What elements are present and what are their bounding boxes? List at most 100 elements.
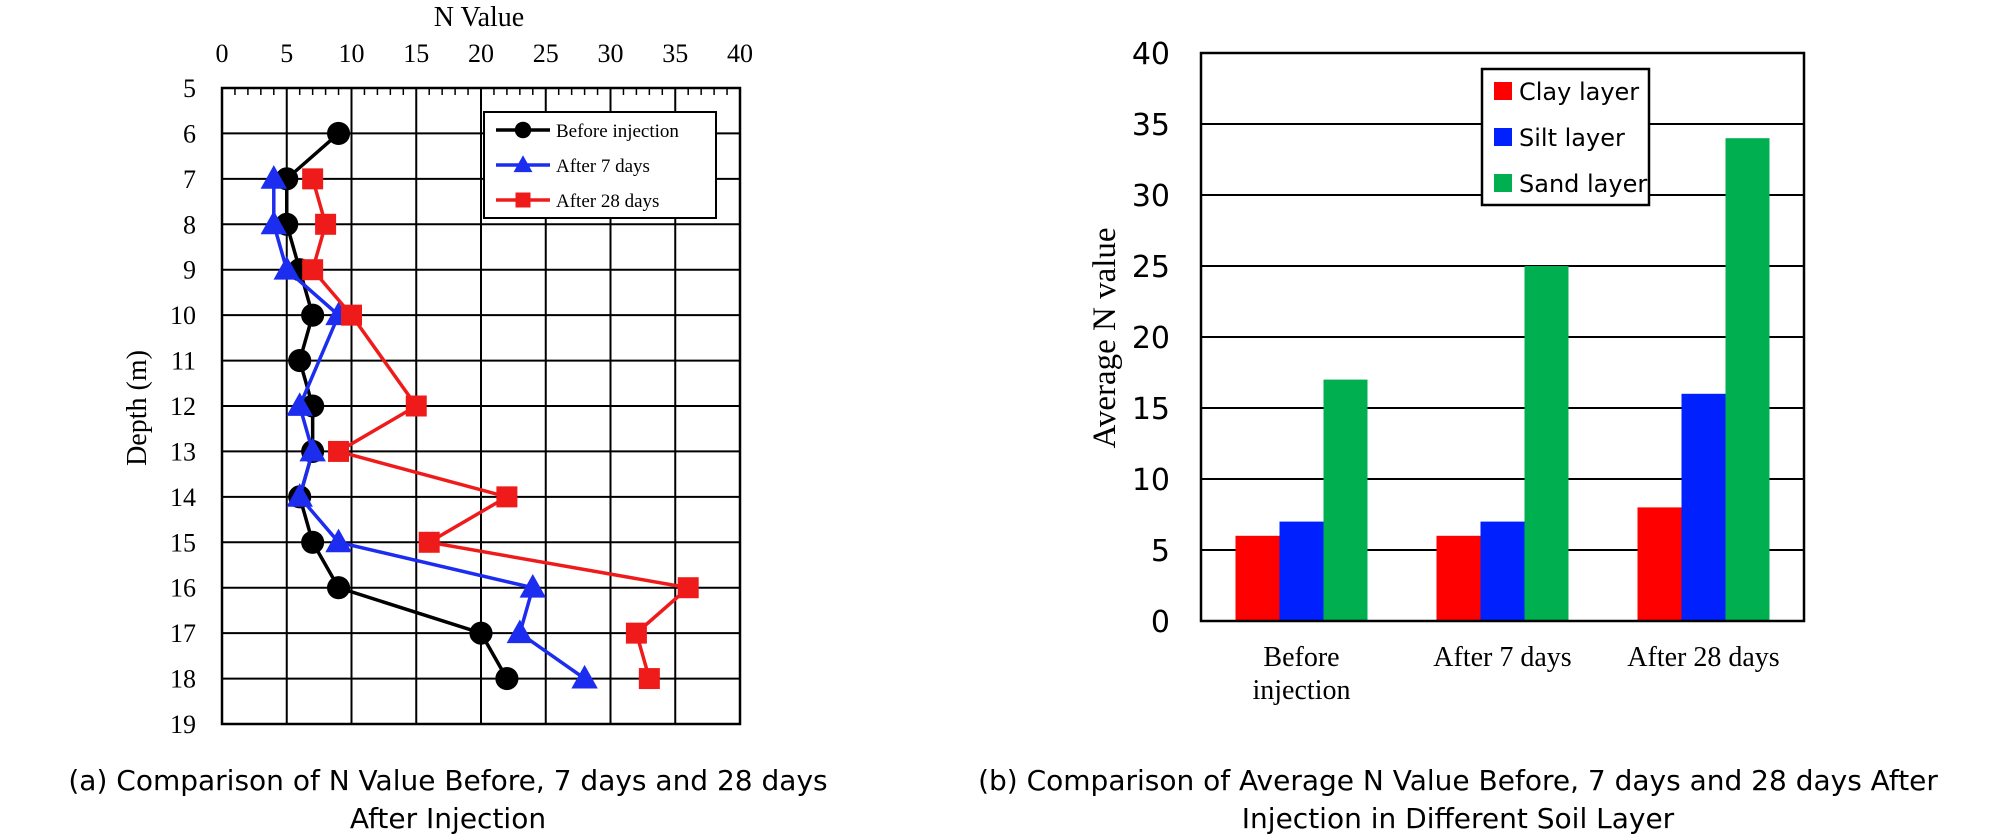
chart-a-x-tick-label: 40 — [727, 39, 753, 68]
chart-b-caption-line: (b) Comparison of Average N Value Before… — [978, 764, 1938, 797]
chart-a-y-tick-label: 16 — [170, 574, 196, 603]
chart-a-point — [286, 392, 313, 416]
chart-a-x-tick-label: 35 — [662, 39, 688, 68]
chart-a-point — [625, 622, 647, 644]
chart-b-bar — [1524, 266, 1569, 621]
chart-a-point — [302, 259, 324, 281]
chart-b-legend-swatch — [1494, 82, 1512, 100]
chart-a-point — [327, 121, 351, 145]
chart-a-series — [260, 121, 699, 691]
chart-b-bar — [1480, 521, 1525, 621]
chart-b-y-axis-label: Average N value — [1087, 227, 1123, 448]
chart-a-point — [515, 192, 531, 208]
chart-a-point — [315, 213, 337, 235]
chart-a-x-tick-labels: 0 5 10 15 20 25 30 35 40 — [216, 39, 754, 68]
chart-a-series-after-28-days — [302, 168, 699, 690]
chart-b-legend-label: Silt layer — [1519, 124, 1625, 152]
chart-a-point — [418, 531, 440, 553]
chart-a-point — [677, 577, 699, 599]
chart-a-point — [273, 256, 300, 280]
chart-b-legend-swatch — [1494, 174, 1512, 192]
chart-a-point — [469, 621, 493, 645]
chart-a-point — [405, 395, 427, 417]
chart-a-y-tick-labels: 5 6 7 8 9 10 11 12 13 14 15 16 17 18 19 — [170, 74, 196, 739]
chart-a-series-line — [272, 178, 586, 681]
chart-a-point — [325, 528, 352, 553]
chart-b-bar — [1323, 379, 1368, 621]
chart-a-legend-label: Before injection — [556, 121, 679, 142]
chart-a-y-tick-label: 7 — [183, 165, 196, 194]
chart-a-y-tick-label: 18 — [170, 665, 196, 694]
chart-a-legend-label: After 7 days — [556, 156, 650, 177]
chart-b-series-silt-layer — [1279, 393, 1726, 621]
chart-a-y-tick-label: 9 — [183, 256, 196, 285]
chart-a-y-tick-label: 8 — [183, 210, 196, 239]
chart-a-x-tick-label: 30 — [598, 39, 624, 68]
chart-a-point — [288, 349, 312, 373]
chart-b-legend-label: Sand layer — [1519, 170, 1647, 198]
chart-b-legend-swatch — [1494, 128, 1512, 146]
chart-b-legend: Clay layer Silt layer Sand layer — [1480, 67, 1651, 207]
chart-b-y-tick-label: 40 — [1132, 37, 1170, 72]
chart-a-x-tick-label: 20 — [468, 39, 494, 68]
chart-a-y-tick-label: 13 — [170, 437, 196, 466]
chart-a-series-after-7-days — [260, 165, 598, 689]
chart-b-category-label: injection — [1253, 675, 1351, 706]
chart-b-y-tick-label: 20 — [1132, 321, 1170, 356]
chart-b-category-label: After 7 days — [1433, 642, 1571, 673]
chart-b-bars — [1235, 138, 1770, 621]
chart-a-caption-line: After Injection — [350, 802, 546, 835]
chart-a-x-axis-label: N Value — [434, 2, 524, 33]
chart-a-point — [506, 619, 534, 644]
chart-a-y-tick-label: 11 — [171, 347, 196, 376]
chart-b-y-tick-label: 0 — [1151, 605, 1170, 640]
chart-b-y-tick-labels: 0 5 10 15 20 25 30 35 40 — [1132, 37, 1170, 640]
chart-b-bar — [1436, 535, 1481, 621]
chart-a-x-tick-label: 5 — [280, 39, 293, 68]
chart-b-caption-line: Injection in Different Soil Layer — [1242, 802, 1675, 835]
chart-b-legend-label: Clay layer — [1519, 78, 1639, 106]
chart-a-point — [519, 574, 547, 598]
chart-a-point — [341, 304, 362, 326]
chart-a-point — [286, 483, 313, 507]
chart-b-bar — [1637, 507, 1682, 621]
chart-a-point — [302, 168, 324, 190]
chart-b-category-label: Before — [1263, 642, 1339, 673]
chart-b-category-label: After 28 days — [1627, 642, 1779, 673]
chart-a-point — [260, 165, 288, 189]
chart-a-point — [513, 155, 533, 173]
chart-b-y-tick-label: 10 — [1132, 463, 1170, 498]
chart-b-series-clay-layer — [1235, 507, 1682, 621]
chart-a-point — [514, 121, 532, 139]
chart-a-point — [301, 303, 325, 327]
chart-a-x-tick-label: 15 — [403, 39, 429, 68]
chart-b-bar — [1279, 521, 1324, 621]
chart-a-series-line — [310, 178, 693, 680]
chart-a-x-tick-label: 0 — [216, 39, 229, 68]
chart-a-point — [571, 664, 598, 689]
chart-a-y-tick-label: 12 — [170, 392, 196, 421]
chart-a-legend-label: After 28 days — [556, 191, 659, 212]
chart-b-plot-frame — [1199, 51, 1806, 623]
chart-a-y-tick-label: 17 — [170, 619, 196, 648]
chart-b-y-tick-label: 30 — [1132, 179, 1170, 214]
chart-b-bar — [1235, 535, 1280, 621]
chart-a-x-tick-label: 25 — [533, 39, 559, 68]
chart-a-point — [328, 440, 350, 462]
chart-b-y-tick-label: 25 — [1132, 250, 1170, 285]
chart-a-point — [496, 486, 518, 508]
chart-a-x-tick-label: 10 — [339, 39, 365, 68]
chart-a-point — [299, 437, 326, 462]
chart-a-point — [495, 667, 519, 691]
chart-b-y-tick-label: 5 — [1151, 534, 1170, 569]
chart-a-y-axis-label: Depth (m) — [122, 350, 153, 466]
chart-b-bar — [1681, 393, 1726, 621]
chart-b-caption: (b) Comparison of Average N Value Before… — [978, 764, 1938, 835]
chart-a-y-tick-label: 19 — [170, 710, 196, 739]
chart-a-y-tick-label: 14 — [170, 483, 196, 512]
chart-a-depth-profile: 0 5 10 15 20 25 30 35 40 56789101112131415161718… — [68, 2, 827, 835]
chart-a-point — [301, 530, 325, 554]
chart-a-y-tick-label: 10 — [170, 301, 196, 330]
